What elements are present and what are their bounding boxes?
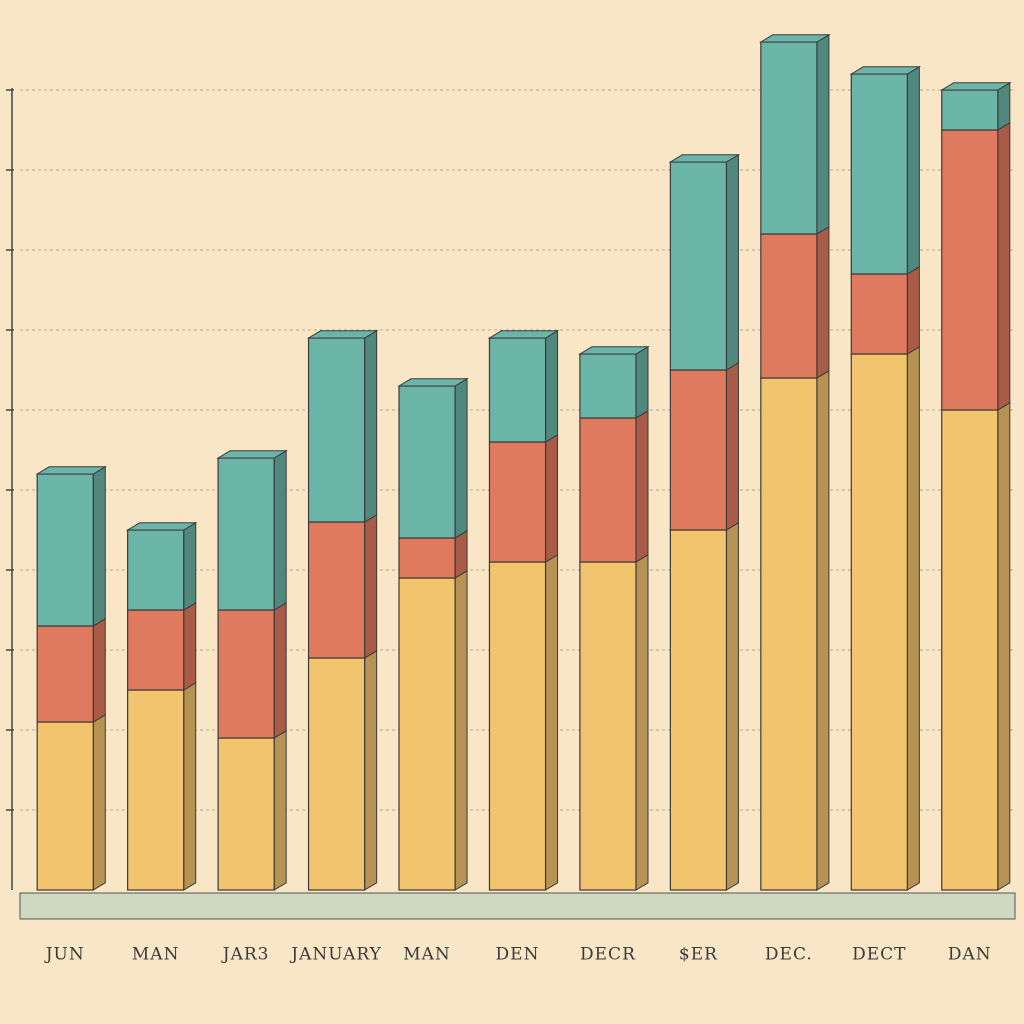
bar-side xyxy=(364,649,378,891)
bar-top xyxy=(397,378,469,387)
bar-side xyxy=(906,265,920,355)
bar xyxy=(217,737,275,891)
bar xyxy=(669,369,728,531)
bar xyxy=(488,561,547,891)
bar xyxy=(488,337,547,443)
bar-top xyxy=(487,330,560,339)
bar-side xyxy=(906,345,920,891)
bar-top xyxy=(306,330,379,339)
x-tick-label: JANUARY xyxy=(289,945,382,965)
bar xyxy=(127,609,185,691)
bar-top xyxy=(125,522,198,531)
bar xyxy=(307,337,366,523)
baseline-platform xyxy=(19,892,1016,920)
bar-side xyxy=(92,713,106,891)
bar xyxy=(398,385,456,539)
bar-top xyxy=(216,450,288,459)
bar-side xyxy=(183,521,197,611)
bar xyxy=(669,161,728,371)
bar-top xyxy=(578,346,650,355)
bar-side xyxy=(92,617,106,723)
bar-side xyxy=(545,329,559,443)
bar-side xyxy=(454,569,468,891)
bar xyxy=(941,409,999,891)
bar-side xyxy=(725,361,739,531)
bar xyxy=(850,73,908,275)
bar xyxy=(760,41,818,235)
bar xyxy=(941,89,999,131)
x-tick-label: MAN xyxy=(403,945,451,965)
bar xyxy=(760,377,818,891)
bar-top xyxy=(668,154,741,163)
bar-side xyxy=(183,681,197,891)
bar-side xyxy=(364,329,378,523)
bar xyxy=(36,473,94,627)
x-tick-label: JUN xyxy=(44,945,85,965)
bar-side xyxy=(545,433,559,563)
bar xyxy=(488,441,547,563)
x-tick-label: DAN xyxy=(948,945,992,965)
bar-side xyxy=(816,369,830,891)
x-tick-label: DEC. xyxy=(765,945,813,965)
bar xyxy=(850,273,908,355)
x-tick-label: $ER xyxy=(679,945,718,965)
bar xyxy=(669,529,728,891)
bar-side xyxy=(454,529,468,579)
bar-top xyxy=(939,82,1012,91)
bar-side xyxy=(364,513,378,659)
bar xyxy=(579,417,637,563)
x-tick-label: DECR xyxy=(580,945,636,965)
bar-side xyxy=(997,81,1011,131)
bar xyxy=(760,233,818,379)
bar-side xyxy=(725,521,739,891)
bar xyxy=(127,529,185,611)
bar-side xyxy=(635,553,649,891)
x-tick-label: DEN xyxy=(496,945,540,965)
bar xyxy=(36,625,94,723)
bar xyxy=(579,561,637,891)
bar-side xyxy=(92,465,106,627)
bar xyxy=(941,129,999,411)
bar-top xyxy=(849,66,922,75)
bar xyxy=(127,689,185,891)
x-tick-label: MAN xyxy=(132,945,180,965)
bar-side xyxy=(906,65,920,275)
bar-side xyxy=(816,225,830,379)
bar-top xyxy=(35,466,108,475)
bar-side xyxy=(273,729,287,891)
bar xyxy=(217,457,275,611)
x-tick-label: JAR3 xyxy=(221,945,270,965)
bar-side xyxy=(635,409,649,563)
bar xyxy=(307,657,366,891)
x-tick-label: DECT xyxy=(852,945,906,965)
bar xyxy=(217,609,275,739)
bar-side xyxy=(997,401,1011,891)
bar-side xyxy=(997,121,1011,411)
bar xyxy=(398,537,456,579)
bar xyxy=(850,353,908,891)
bar-side xyxy=(273,449,287,611)
bar xyxy=(307,521,366,659)
bar-side xyxy=(183,601,197,691)
bar xyxy=(398,577,456,891)
bar-top xyxy=(759,34,831,43)
bar xyxy=(36,721,94,891)
bar-side xyxy=(454,377,468,539)
bar-side xyxy=(545,553,559,891)
bar xyxy=(579,353,637,419)
bar-side xyxy=(725,153,739,371)
bar-side xyxy=(635,345,649,419)
bar-side xyxy=(273,601,287,739)
bar-side xyxy=(816,33,830,235)
